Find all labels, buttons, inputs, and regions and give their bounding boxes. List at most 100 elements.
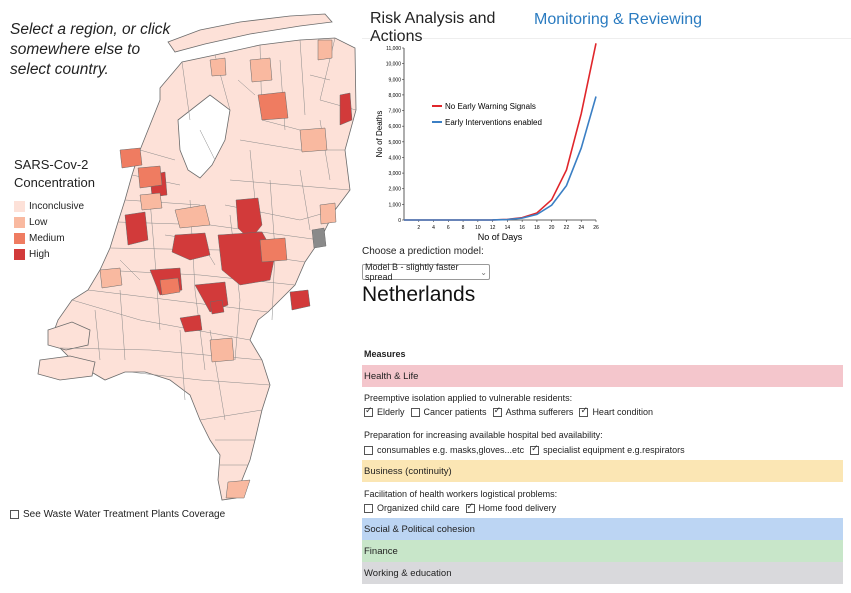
map-region-high <box>179 314 203 333</box>
checkbox[interactable] <box>364 503 373 513</box>
option-label: Cancer patients <box>423 407 487 417</box>
tab-risk-analysis[interactable]: Risk Analysis and Actions <box>362 0 531 45</box>
map-region-medium <box>259 237 288 263</box>
beds-label: Preparation for increasing available hos… <box>364 430 603 440</box>
wwtp-coverage-toggle[interactable]: See Waste Water Treatment Plants Coverag… <box>10 509 225 520</box>
checkbox[interactable] <box>410 407 420 417</box>
category-finance[interactable]: Finance <box>362 540 843 562</box>
isolation-label: Preemptive isolation applied to vulnerab… <box>364 393 573 403</box>
legend-swatch <box>14 200 25 212</box>
x-tick-label: 16 <box>519 225 525 231</box>
legend-item-high: High <box>14 246 104 262</box>
option-specialist-equipment[interactable]: specialist equipment e.g.respirators <box>530 443 685 455</box>
map-region-low <box>249 57 273 83</box>
legend-label-0: No Early Warning Signals <box>445 102 536 111</box>
category-working-education[interactable]: Working & education <box>362 562 843 584</box>
category-social-political[interactable]: Social & Political cohesion <box>362 518 843 540</box>
option-label: Asthma sufferers <box>505 407 574 417</box>
map-region-low <box>209 337 235 363</box>
x-tick-label: 22 <box>564 225 570 231</box>
model-select[interactable]: Model B - slightly faster spread ⌄ <box>362 262 490 282</box>
map-region-low <box>209 57 227 77</box>
y-tick-label: 9,000 <box>388 77 401 83</box>
logistics-label: Facilitation of health workers logistica… <box>364 489 558 499</box>
netherlands-map[interactable] <box>0 0 360 593</box>
map-region-medium <box>257 91 289 121</box>
deaths-chart: 0 1,000 2,000 3,000 4,000 5,000 6,000 7,000 8,00… <box>375 43 599 242</box>
legend-item-inconclusive: Inconclusive <box>14 198 104 214</box>
x-tick-label: 24 <box>578 225 584 231</box>
category-health-life[interactable]: Health & Life <box>362 365 843 387</box>
option-heart-condition[interactable]: Heart condition <box>579 405 653 417</box>
map-legend: SARS-Cov-2 Concentration Inconclusive Lo… <box>14 156 104 262</box>
map-region-low <box>319 202 337 225</box>
map-region <box>37 355 96 381</box>
x-tick-label: 12 <box>490 225 496 231</box>
isolation-options: Elderly Cancer patients Asthma sufferers… <box>364 405 659 417</box>
option-elderly[interactable]: Elderly <box>364 405 405 417</box>
map-region-low <box>299 127 328 153</box>
category-label: Social & Political cohesion <box>364 523 475 535</box>
option-child-care[interactable]: Organized child care <box>364 503 460 513</box>
legend-label: High <box>29 248 50 260</box>
map-region <box>167 13 333 53</box>
wwtp-checkbox[interactable] <box>10 510 19 519</box>
map-region-high <box>289 289 311 311</box>
checkbox[interactable] <box>465 501 475 513</box>
y-tick-label: 10,000 <box>386 62 402 68</box>
measures-title: Measures <box>364 349 406 359</box>
x-tick-label: 26 <box>593 225 599 231</box>
map-region-low <box>317 39 333 61</box>
category-label: Working & education <box>364 567 452 579</box>
y-tick-label: 1,000 <box>388 202 401 208</box>
right-panel: Risk Analysis and Actions Monitoring & R… <box>362 0 851 593</box>
map-region-unknown <box>311 227 327 249</box>
option-home-food-delivery[interactable]: Home food delivery <box>465 501 556 513</box>
option-label: consumables e.g. masks,gloves...etc <box>377 445 525 455</box>
y-axis-label: No of Deaths <box>375 111 384 158</box>
legend-swatch <box>14 232 25 244</box>
y-tick-label: 7,000 <box>388 109 401 115</box>
checkbox[interactable] <box>364 445 373 455</box>
logistics-options: Organized child care Home food delivery <box>364 501 562 513</box>
y-tick-label: 5,000 <box>388 140 401 146</box>
category-label: Business (continuity) <box>364 465 452 477</box>
x-tick-label: 4 <box>432 225 435 231</box>
category-label: Finance <box>364 545 398 557</box>
chevron-down-icon: ⌄ <box>480 267 487 277</box>
model-label: Choose a prediction model: <box>362 246 484 257</box>
legend-title: SARS-Cov-2 Concentration <box>14 157 95 190</box>
tab-label: Monitoring & Reviewing <box>534 11 703 28</box>
map-region <box>49 37 357 501</box>
y-tick-label: 2,000 <box>388 187 401 193</box>
legend-label: Inconclusive <box>29 200 85 212</box>
map-region-high <box>339 92 353 126</box>
map-region-high <box>209 299 225 315</box>
option-asthma-sufferers[interactable]: Asthma sufferers <box>492 405 574 417</box>
map-region-medium <box>119 147 143 169</box>
x-tick-label: 6 <box>447 225 450 231</box>
checkbox[interactable] <box>530 443 540 455</box>
map-region-low <box>139 192 163 211</box>
map-region-medium <box>159 277 181 296</box>
legend-label: Low <box>29 216 48 228</box>
option-label: Heart condition <box>592 407 653 417</box>
map-region-low <box>99 267 123 289</box>
tab-label: Risk Analysis and Actions <box>370 10 496 45</box>
option-label: Elderly <box>377 407 405 417</box>
category-business[interactable]: Business (continuity) <box>362 460 843 482</box>
x-tick-label: 14 <box>505 225 511 231</box>
checkbox[interactable] <box>579 405 589 417</box>
legend-item-medium: Medium <box>14 230 104 246</box>
option-cancer-patients[interactable]: Cancer patients <box>410 407 487 417</box>
checkbox[interactable] <box>364 405 373 417</box>
option-label: Organized child care <box>377 503 460 513</box>
series-line-0 <box>404 43 597 221</box>
tab-monitoring[interactable]: Monitoring & Reviewing <box>530 0 851 38</box>
option-consumables[interactable]: consumables e.g. masks,gloves...etc <box>364 445 524 455</box>
map-region-low <box>174 204 211 229</box>
beds-options: consumables e.g. masks,gloves...etc spec… <box>364 443 691 455</box>
y-tick-label: 4,000 <box>388 155 401 161</box>
checkbox[interactable] <box>492 405 502 417</box>
map-region-medium <box>137 165 163 189</box>
